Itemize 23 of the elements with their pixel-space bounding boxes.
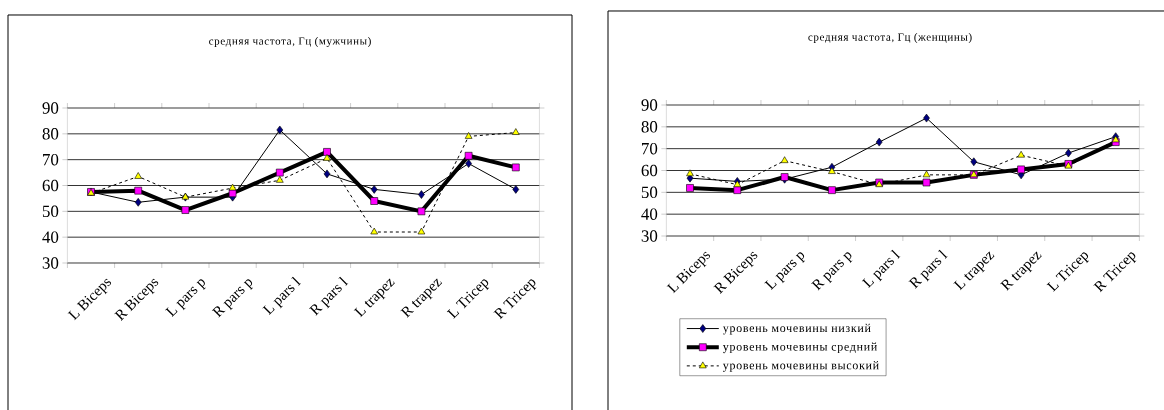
y-tick-label: 60 <box>42 179 59 192</box>
legend-label: уровень мочевины средний <box>722 342 877 354</box>
y-tick-label: 50 <box>641 186 658 199</box>
y-tick-label: 50 <box>42 205 59 218</box>
x-tick-label: L pars l <box>861 249 901 289</box>
y-tick-label: 70 <box>642 142 658 155</box>
y-tick-label: 40 <box>42 231 59 243</box>
y-tick-label: 80 <box>42 128 59 140</box>
legend-label: уровень мочевины высокий <box>722 361 879 372</box>
y-tick-label: 90 <box>42 102 59 114</box>
y-tick-label: 40 <box>641 208 658 220</box>
y-tick-label: 60 <box>641 164 658 177</box>
y-tick-label: 30 <box>42 257 59 269</box>
x-tick-label: L pars l <box>262 276 302 316</box>
legend-label: уровень мочевины низкий <box>722 323 871 335</box>
x-tick-label: R pars l <box>309 276 349 316</box>
y-tick-label: 30 <box>641 230 658 242</box>
chart-title: средняя частота, Гц (мужчины) <box>209 37 371 47</box>
y-tick-label: 90 <box>641 99 658 111</box>
y-tick-label: 80 <box>641 121 658 133</box>
y-tick-label: 70 <box>43 153 59 166</box>
x-tick-label: R pars l <box>908 249 948 289</box>
chart-title: средняя частота, Гц (женщины) <box>808 33 972 43</box>
